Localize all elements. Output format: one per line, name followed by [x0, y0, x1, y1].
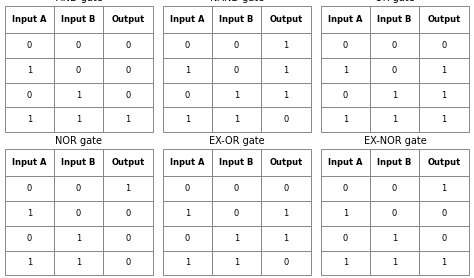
- Text: AND gate: AND gate: [55, 0, 102, 3]
- Text: EX-OR gate: EX-OR gate: [209, 136, 265, 146]
- Text: OR gate: OR gate: [375, 0, 415, 3]
- Text: EX-NOR gate: EX-NOR gate: [364, 136, 427, 146]
- Text: NOR gate: NOR gate: [55, 136, 102, 146]
- Text: NAND gate: NAND gate: [210, 0, 264, 3]
